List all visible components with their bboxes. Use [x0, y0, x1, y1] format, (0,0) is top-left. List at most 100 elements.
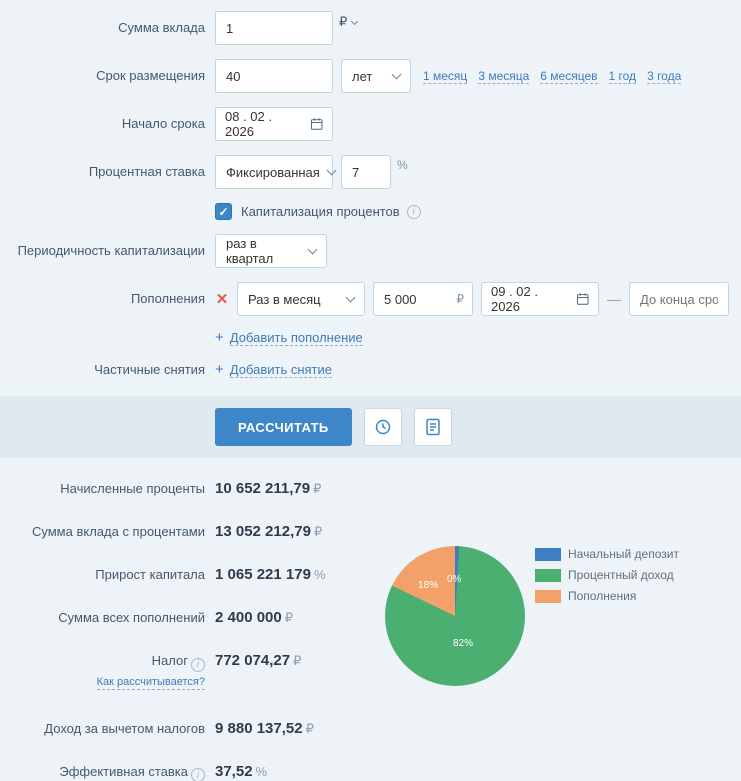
result-row-effective-rate: Эффективная ставка 37,52%: [0, 763, 741, 781]
topup-date-input[interactable]: 09 . 02 . 2026: [481, 282, 599, 316]
result-row-net-income: Доход за вычетом налогов 9 880 137,52 ₽: [0, 720, 741, 737]
legend-item: Начальный депозит: [535, 547, 679, 561]
amount-input[interactable]: [215, 11, 333, 45]
topup-frequency-value: Раз в месяц: [248, 291, 321, 307]
legend-label: Пополнения: [568, 589, 637, 603]
result-label: Начисленные проценты: [60, 481, 205, 496]
topups-label: Пополнения: [130, 291, 205, 306]
term-label: Срок размещения: [96, 68, 205, 83]
chevron-down-icon: [345, 292, 356, 302]
start-date-value: 08 . 02 . 2026: [225, 109, 272, 139]
result-row-topups-sum: Сумма всех пополнений 2 400 000 ₽: [0, 609, 741, 626]
capitalization-label: Капитализация процентов: [241, 204, 400, 219]
row-add-topup: + Добавить пополнение: [215, 330, 741, 346]
report-button[interactable]: [413, 408, 452, 446]
actions-bar: РАССЧИТАТЬ: [0, 396, 741, 458]
result-label: Налог Как рассчитывается?: [0, 652, 205, 690]
result-row-interest: Начисленные проценты 10 652 211,79 ₽: [0, 480, 741, 497]
remove-topup-icon[interactable]: [215, 290, 229, 308]
legend-label: Процентный доход: [568, 568, 674, 582]
quick-link-6-months[interactable]: 6 месяцев: [540, 68, 598, 84]
slice-label-initial: 0%: [447, 574, 462, 585]
result-value: 13 052 212,79 ₽: [215, 523, 323, 540]
row-start-date: Начало срока 08 . 02 . 2026: [0, 107, 741, 141]
quick-link-1-month[interactable]: 1 месяц: [423, 68, 468, 84]
result-value: 10 652 211,79 ₽: [215, 480, 322, 497]
result-row-total: Сумма вклада с процентами 13 052 212,79 ₽: [0, 523, 741, 540]
result-value: 772 074,27 ₽: [215, 652, 302, 669]
calculator-form: Сумма вклада ₽ Срок размещения лет 1 мес…: [0, 0, 741, 378]
add-withdrawal-link[interactable]: + Добавить снятие: [215, 361, 332, 378]
result-label: Прирост капитала: [95, 567, 205, 582]
rate-input[interactable]: [341, 155, 391, 189]
term-input[interactable]: [215, 59, 333, 93]
withdrawals-label: Частичные снятия: [94, 362, 205, 377]
quick-link-3-months[interactable]: 3 месяца: [478, 68, 530, 84]
slice-label-topups: 18%: [418, 580, 439, 591]
start-date-input[interactable]: 08 . 02 . 2026: [215, 107, 333, 141]
legend-swatch-initial: [535, 547, 561, 561]
info-icon[interactable]: [191, 657, 205, 672]
tax-how-link[interactable]: Как рассчитывается?: [96, 675, 205, 690]
chevron-down-icon: [391, 69, 402, 79]
legend-item: Процентный доход: [535, 568, 679, 582]
result-value: 9 880 137,52 ₽: [215, 719, 314, 737]
result-row-growth: Прирост капитала 1 065 221 179%: [0, 566, 741, 583]
topup-frequency-select[interactable]: Раз в месяц: [237, 282, 365, 316]
legend-item: Пополнения: [535, 589, 679, 603]
document-icon: [425, 418, 440, 436]
rate-label: Процентная ставка: [88, 164, 205, 179]
row-amount: Сумма вклада ₽: [0, 11, 741, 45]
calendar-icon: [576, 293, 589, 305]
row-topups: Пополнения Раз в месяц ₽ 09 . 02 . 2026: [0, 282, 741, 316]
result-label: Доход за вычетом налогов: [44, 720, 205, 736]
topup-end-input[interactable]: [629, 282, 729, 316]
legend-swatch-topups: [535, 589, 561, 603]
result-value: 37,52%: [215, 762, 268, 780]
topup-amount-input[interactable]: [373, 282, 473, 316]
amount-label: Сумма вклада: [118, 20, 205, 35]
info-icon[interactable]: [191, 768, 205, 781]
term-unit-value: лет: [352, 68, 373, 84]
deposit-structure-chart: 0% 82% 18% Начальный депозит Процентный …: [385, 546, 679, 686]
row-withdrawals: Частичные снятия + Добавить снятие: [0, 362, 741, 378]
quick-link-3-years[interactable]: 3 года: [647, 68, 682, 84]
results-section: Начисленные проценты 10 652 211,79 ₽ Сумм…: [0, 458, 741, 781]
result-label: Эффективная ставка: [0, 763, 205, 781]
calendar-icon: [310, 118, 323, 130]
chart-legend: Начальный депозит Процентный доход Попол…: [535, 546, 679, 610]
chevron-down-icon: [307, 244, 318, 254]
row-cap-period: Периодичность капитализации раз в кварта…: [0, 234, 741, 268]
legend-label: Начальный депозит: [568, 547, 679, 561]
term-quick-links: 1 месяц 3 месяца 6 месяцев 1 год 3 года: [423, 68, 682, 84]
rate-type-select[interactable]: Фиксированная: [215, 155, 337, 189]
slice-label-interest: 82%: [453, 638, 474, 649]
currency-select[interactable]: ₽: [339, 14, 359, 30]
chevron-down-icon: [326, 165, 337, 175]
result-row-tax: Налог Как рассчитывается? 772 074,27₽: [0, 652, 741, 690]
add-topup-link[interactable]: + Добавить пополнение: [215, 329, 363, 346]
term-unit-select[interactable]: лет: [341, 59, 411, 93]
cap-period-label: Периодичность капитализации: [17, 243, 205, 258]
plus-icon: +: [215, 329, 224, 346]
topup-date-value: 09 . 02 . 2026: [491, 284, 538, 314]
row-capitalization: Капитализация процентов: [215, 203, 741, 220]
calculate-button[interactable]: РАССЧИТАТЬ: [215, 408, 352, 446]
cap-period-value: раз в квартал: [226, 236, 274, 266]
history-button[interactable]: [363, 408, 402, 446]
info-icon[interactable]: [406, 204, 421, 219]
quick-link-1-year[interactable]: 1 год: [608, 68, 637, 84]
legend-swatch-interest: [535, 568, 561, 582]
start-date-label: Начало срока: [121, 116, 205, 131]
topup-currency: ₽: [456, 292, 464, 306]
result-label: Сумма вклада с процентами: [32, 524, 205, 539]
result-value: 2 400 000 ₽: [215, 609, 294, 626]
cap-period-select[interactable]: раз в квартал: [215, 234, 327, 268]
result-value: 1 065 221 179%: [215, 566, 326, 583]
rate-unit: %: [397, 158, 408, 172]
row-term: Срок размещения лет 1 месяц 3 месяца 6 м…: [0, 59, 741, 93]
result-label: Сумма всех пополнений: [58, 610, 205, 625]
rate-type-value: Фиксированная: [226, 164, 320, 180]
capitalization-checkbox[interactable]: [215, 203, 232, 220]
